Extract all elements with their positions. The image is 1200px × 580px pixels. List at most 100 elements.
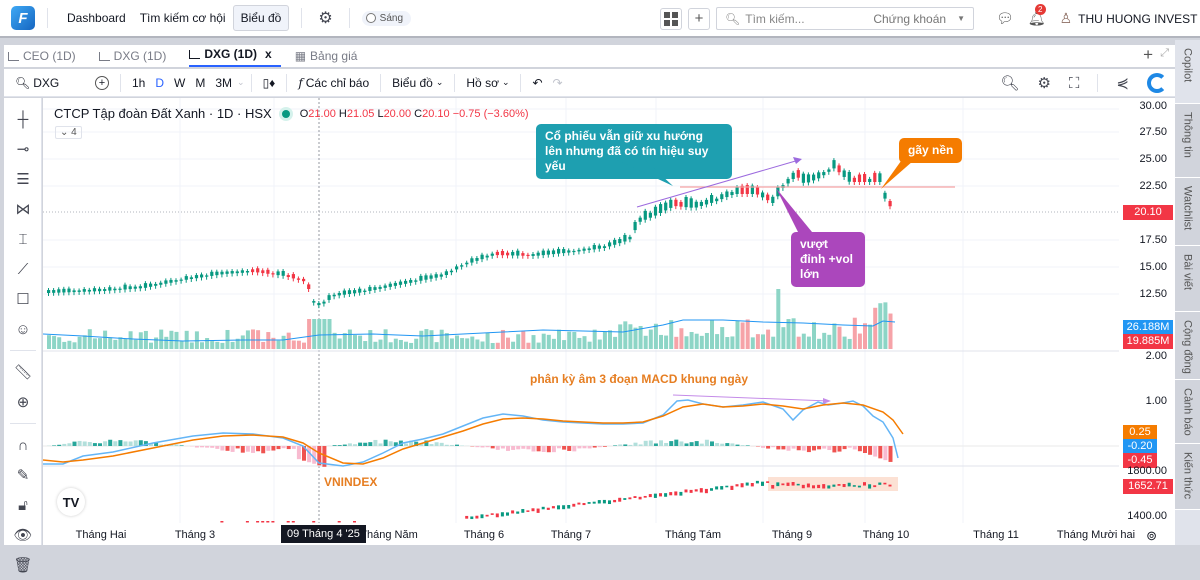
axis-settings-icon[interactable]: ⊚ <box>1146 528 1157 544</box>
axis-tick: 30.00 <box>1139 100 1167 112</box>
signal-value-label: 0.25 <box>1123 425 1157 440</box>
topbar-right: + 🔍︎ Tìm kiếm... Chứng khoán ▼ 💬︎ 🔔︎2 ♙ … <box>660 7 1197 30</box>
quick-search-icon[interactable]: 🔍︎ <box>1000 74 1019 92</box>
chevron-down-icon: ▼ <box>957 14 965 23</box>
interval-w[interactable]: W <box>169 76 190 90</box>
nav-dashboard[interactable]: Dashboard <box>60 6 133 30</box>
search-icon: 🔍︎ <box>15 76 30 90</box>
nav-opportunity-search[interactable]: Tìm kiếm cơ hội <box>133 6 233 30</box>
chart-area[interactable]: CTCP Tập đoàn Đất Xanh · 1D · HSX O21.00… <box>43 98 1175 545</box>
avatar[interactable]: ♙ <box>1060 10 1073 27</box>
divider <box>10 423 36 424</box>
interval-m[interactable]: M <box>190 76 210 90</box>
right-sidebar: Copilot Thông tin Watchlist Bài viết Cộn… <box>1175 40 1200 545</box>
chart-type-dropdown[interactable]: Biểu đồ⌄ <box>387 76 448 90</box>
sidebar-info[interactable]: Thông tin <box>1175 104 1200 178</box>
chart-toolbar: 🔍︎DXG + 1h D W M 3M ⌄ ▯♦ f Các chỉ báo Bi… <box>4 69 1175 97</box>
tab-ceo[interactable]: CEO (1D) <box>8 49 85 67</box>
expand-icon[interactable]: ⤢ <box>1160 47 1169 60</box>
search-category-select[interactable]: Chứng khoán <box>873 12 946 26</box>
indicators-button[interactable]: f Các chỉ báo <box>293 76 374 90</box>
callout-pointer <box>879 153 919 193</box>
trash-icon[interactable]: 🗑︎ <box>4 550 42 580</box>
indicators-label: Các chỉ báo <box>306 76 369 90</box>
fullscreen-icon[interactable]: ⛶ <box>1069 75 1080 92</box>
user-name[interactable]: THU HUONG INVEST <box>1078 12 1197 26</box>
macd-divergence-label[interactable]: phân kỳ âm 3 đoạn MACD khung ngày <box>530 372 748 386</box>
ruler-tool-icon[interactable]: 📏︎ <box>4 357 42 387</box>
bell-icon[interactable]: 🔔︎2 <box>1028 10 1046 27</box>
projection-tool-icon[interactable]: ⌶ <box>4 224 42 254</box>
notification-badge: 2 <box>1035 4 1046 15</box>
compare-symbol-button[interactable]: + <box>90 76 114 90</box>
zoom-in-icon[interactable]: ⊕ <box>4 387 42 417</box>
undo-button[interactable]: ↶ <box>527 76 547 90</box>
sidebar-alerts[interactable]: Cảnh báo <box>1175 380 1200 444</box>
chart-tab-bar: CEO (1D) DXG (1D) DXG (1D)x ▦Bảng giá + … <box>4 45 1175 67</box>
share-icon[interactable]: ⋞ <box>1116 74 1129 92</box>
axis-tick: Tháng 10 <box>863 529 909 541</box>
axis-tick: 12.50 <box>1139 288 1167 300</box>
interval-1h[interactable]: 1h <box>127 76 150 90</box>
axis-tick: Tháng 7 <box>551 529 591 541</box>
candlestick-icon: ▯♦ <box>263 76 276 90</box>
sidebar-label: Copilot <box>1182 48 1194 82</box>
layout-grid-button[interactable] <box>660 8 682 30</box>
redo-button[interactable]: ↷ <box>548 76 568 90</box>
text-tool-icon[interactable]: ☐ <box>4 284 42 314</box>
axis-tick: Tháng 11 <box>973 529 1019 541</box>
visibility-eye-icon[interactable]: 👁︎ <box>4 520 42 550</box>
trend-line-tool-icon[interactable]: ⊸ <box>4 134 42 164</box>
brush-tool-icon[interactable]: ⟋ <box>4 254 42 284</box>
interval-d[interactable]: D <box>150 76 169 90</box>
lock-drawing-icon[interactable]: ✎ <box>4 460 42 490</box>
fx-icon: f <box>298 76 302 90</box>
price-axis[interactable]: 30.00 27.50 25.00 22.50 17.50 15.00 12.5… <box>1119 98 1175 545</box>
time-axis[interactable]: Tháng Hai Tháng 3 Tháng Năm Tháng 6 Thán… <box>43 523 1119 545</box>
emoji-tool-icon[interactable]: ☺ <box>4 314 42 344</box>
symbol-title[interactable]: CTCP Tập đoàn Đất Xanh · 1D · HSX <box>54 106 272 121</box>
tab-dxg-active[interactable]: DXG (1D)x <box>189 47 280 67</box>
theme-toggle[interactable]: Sáng <box>362 11 411 26</box>
tradingview-logo-icon[interactable]: TV <box>57 488 85 516</box>
sidebar-posts[interactable]: Bài viết <box>1175 246 1200 312</box>
unlock-icon[interactable]: 🔓︎ <box>4 490 42 520</box>
last-price-label: 20.10 <box>1123 205 1173 220</box>
interval-3m[interactable]: 3M <box>210 76 237 90</box>
chevron-down-icon[interactable]: ⌄ <box>237 77 245 88</box>
settings-gear-icon[interactable]: ⚙ <box>1037 74 1050 92</box>
axis-tick: Tháng 6 <box>464 529 504 541</box>
symbol-search[interactable]: 🔍︎DXG <box>10 76 90 90</box>
chart-icon <box>189 50 200 59</box>
sidebar-label: Thông tin <box>1182 112 1194 158</box>
nav-chart[interactable]: Biểu đồ <box>233 5 290 31</box>
sidebar-community[interactable]: Cộng đồng <box>1175 312 1200 380</box>
divider <box>47 8 48 28</box>
top-bar: F Dashboard Tìm kiếm cơ hội Biểu đồ ⚙ Sá… <box>0 0 1200 38</box>
sidebar-knowledge[interactable]: Kiến thức <box>1175 444 1200 510</box>
close-icon[interactable]: x <box>265 47 272 61</box>
crosshair-tool-icon[interactable]: ┼ <box>4 104 42 134</box>
magnet-icon[interactable]: ∩ <box>4 430 42 460</box>
chart-legend: CTCP Tập đoàn Đất Xanh · 1D · HSX O21.00… <box>54 106 529 121</box>
vnindex-last-label: 1652.71 <box>1123 479 1173 494</box>
tab-dxg[interactable]: DXG (1D) <box>99 49 176 67</box>
fib-tool-icon[interactable]: ☰ <box>4 164 42 194</box>
add-tab-icon[interactable]: + <box>1143 45 1153 65</box>
search-input[interactable]: 🔍︎ Tìm kiếm... Chứng khoán ▼ <box>716 7 974 30</box>
settings-gear-icon[interactable]: ⚙ <box>318 8 332 28</box>
divider <box>301 8 302 28</box>
chat-icon[interactable]: 💬︎ <box>996 10 1014 27</box>
profile-dropdown[interactable]: Hồ sơ⌄ <box>461 76 514 90</box>
sidebar-copilot[interactable]: Copilot <box>1175 40 1200 104</box>
pattern-tool-icon[interactable]: ⋈ <box>4 194 42 224</box>
add-button[interactable]: + <box>688 8 710 30</box>
app-logo[interactable]: F <box>11 6 35 30</box>
tab-price-board[interactable]: ▦Bảng giá <box>295 49 367 67</box>
breakout-annotation[interactable]: vượt đỉnh +vol lớn <box>791 232 865 287</box>
indicators-collapse-button[interactable]: ⌄ 4 <box>55 126 82 139</box>
chevron-down-icon: ⌄ <box>502 77 510 88</box>
sidebar-watchlist[interactable]: Watchlist <box>1175 178 1200 246</box>
candle-type-button[interactable]: ▯♦ <box>258 76 281 90</box>
copilot-icon[interactable] <box>1147 73 1167 93</box>
